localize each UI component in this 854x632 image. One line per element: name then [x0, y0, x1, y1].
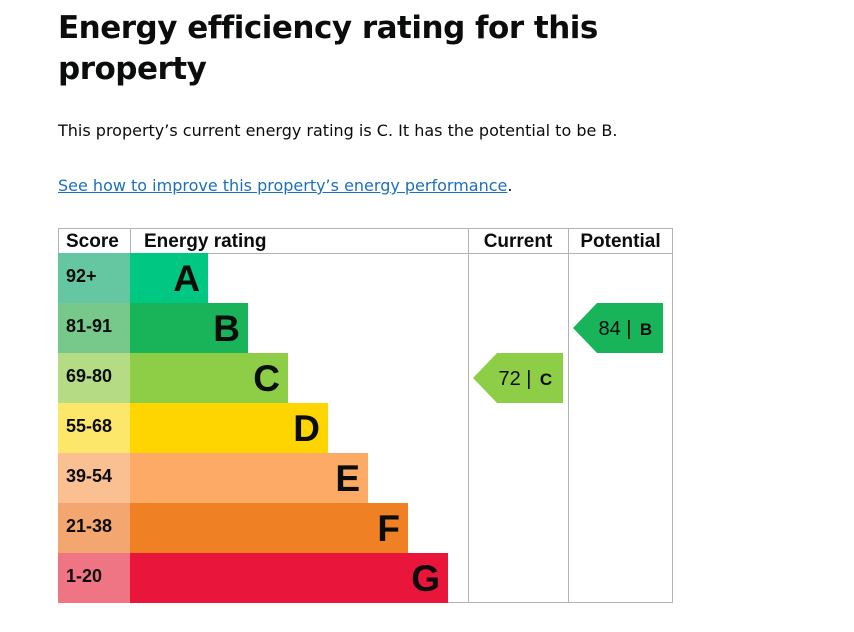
header-potential: Potential	[580, 231, 660, 252]
score-cell-c	[58, 353, 130, 403]
improve-link-line: See how to improve this property’s energ…	[58, 175, 512, 197]
potential-rating-band: B	[640, 320, 652, 339]
rating-bar-d	[130, 403, 328, 453]
score-label-b: 81-91	[66, 316, 112, 336]
potential-rating-value: 84 |	[599, 318, 632, 340]
current-rating-arrow	[473, 353, 563, 403]
rating-letter-f: F	[377, 508, 400, 549]
link-suffix: .	[507, 176, 513, 195]
rating-bar-a	[130, 253, 208, 303]
page-title: Energy efficiency rating for this proper…	[58, 10, 598, 87]
header-current: Current	[484, 231, 553, 252]
rating-letter-c: C	[253, 358, 280, 399]
rating-summary: This property’s current energy rating is…	[58, 121, 618, 140]
score-label-d: 55-68	[66, 416, 112, 436]
header-score: Score	[66, 231, 119, 252]
score-cell-f	[58, 503, 130, 553]
potential-rating-arrow	[573, 303, 663, 353]
score-cell-a	[58, 253, 130, 303]
rating-bar-f	[130, 503, 408, 553]
score-label-e: 39-54	[66, 466, 112, 486]
current-rating-band: C	[540, 370, 552, 389]
rating-bar-b	[130, 303, 248, 353]
rating-bar-g	[130, 553, 448, 603]
score-label-c: 69-80	[66, 366, 112, 386]
rating-letter-d: D	[293, 408, 320, 449]
rating-letter-b: B	[213, 308, 240, 349]
header-energy-rating: Energy rating	[144, 231, 266, 252]
score-cell-g	[58, 553, 130, 603]
score-label-f: 21-38	[66, 516, 112, 536]
score-label-a: 92+	[66, 266, 97, 286]
improve-performance-link[interactable]: See how to improve this property’s energ…	[58, 176, 508, 195]
rating-letter-e: E	[335, 458, 360, 499]
current-rating-value: 72 |	[499, 368, 532, 390]
score-cell-b	[58, 303, 130, 353]
score-cell-e	[58, 453, 130, 503]
rating-bar-e	[130, 453, 368, 503]
rating-bar-c	[130, 353, 288, 403]
score-cell-d	[58, 403, 130, 453]
rating-letter-a: A	[173, 258, 200, 299]
score-label-g: 1-20	[66, 566, 102, 586]
rating-letter-g: G	[411, 558, 440, 599]
